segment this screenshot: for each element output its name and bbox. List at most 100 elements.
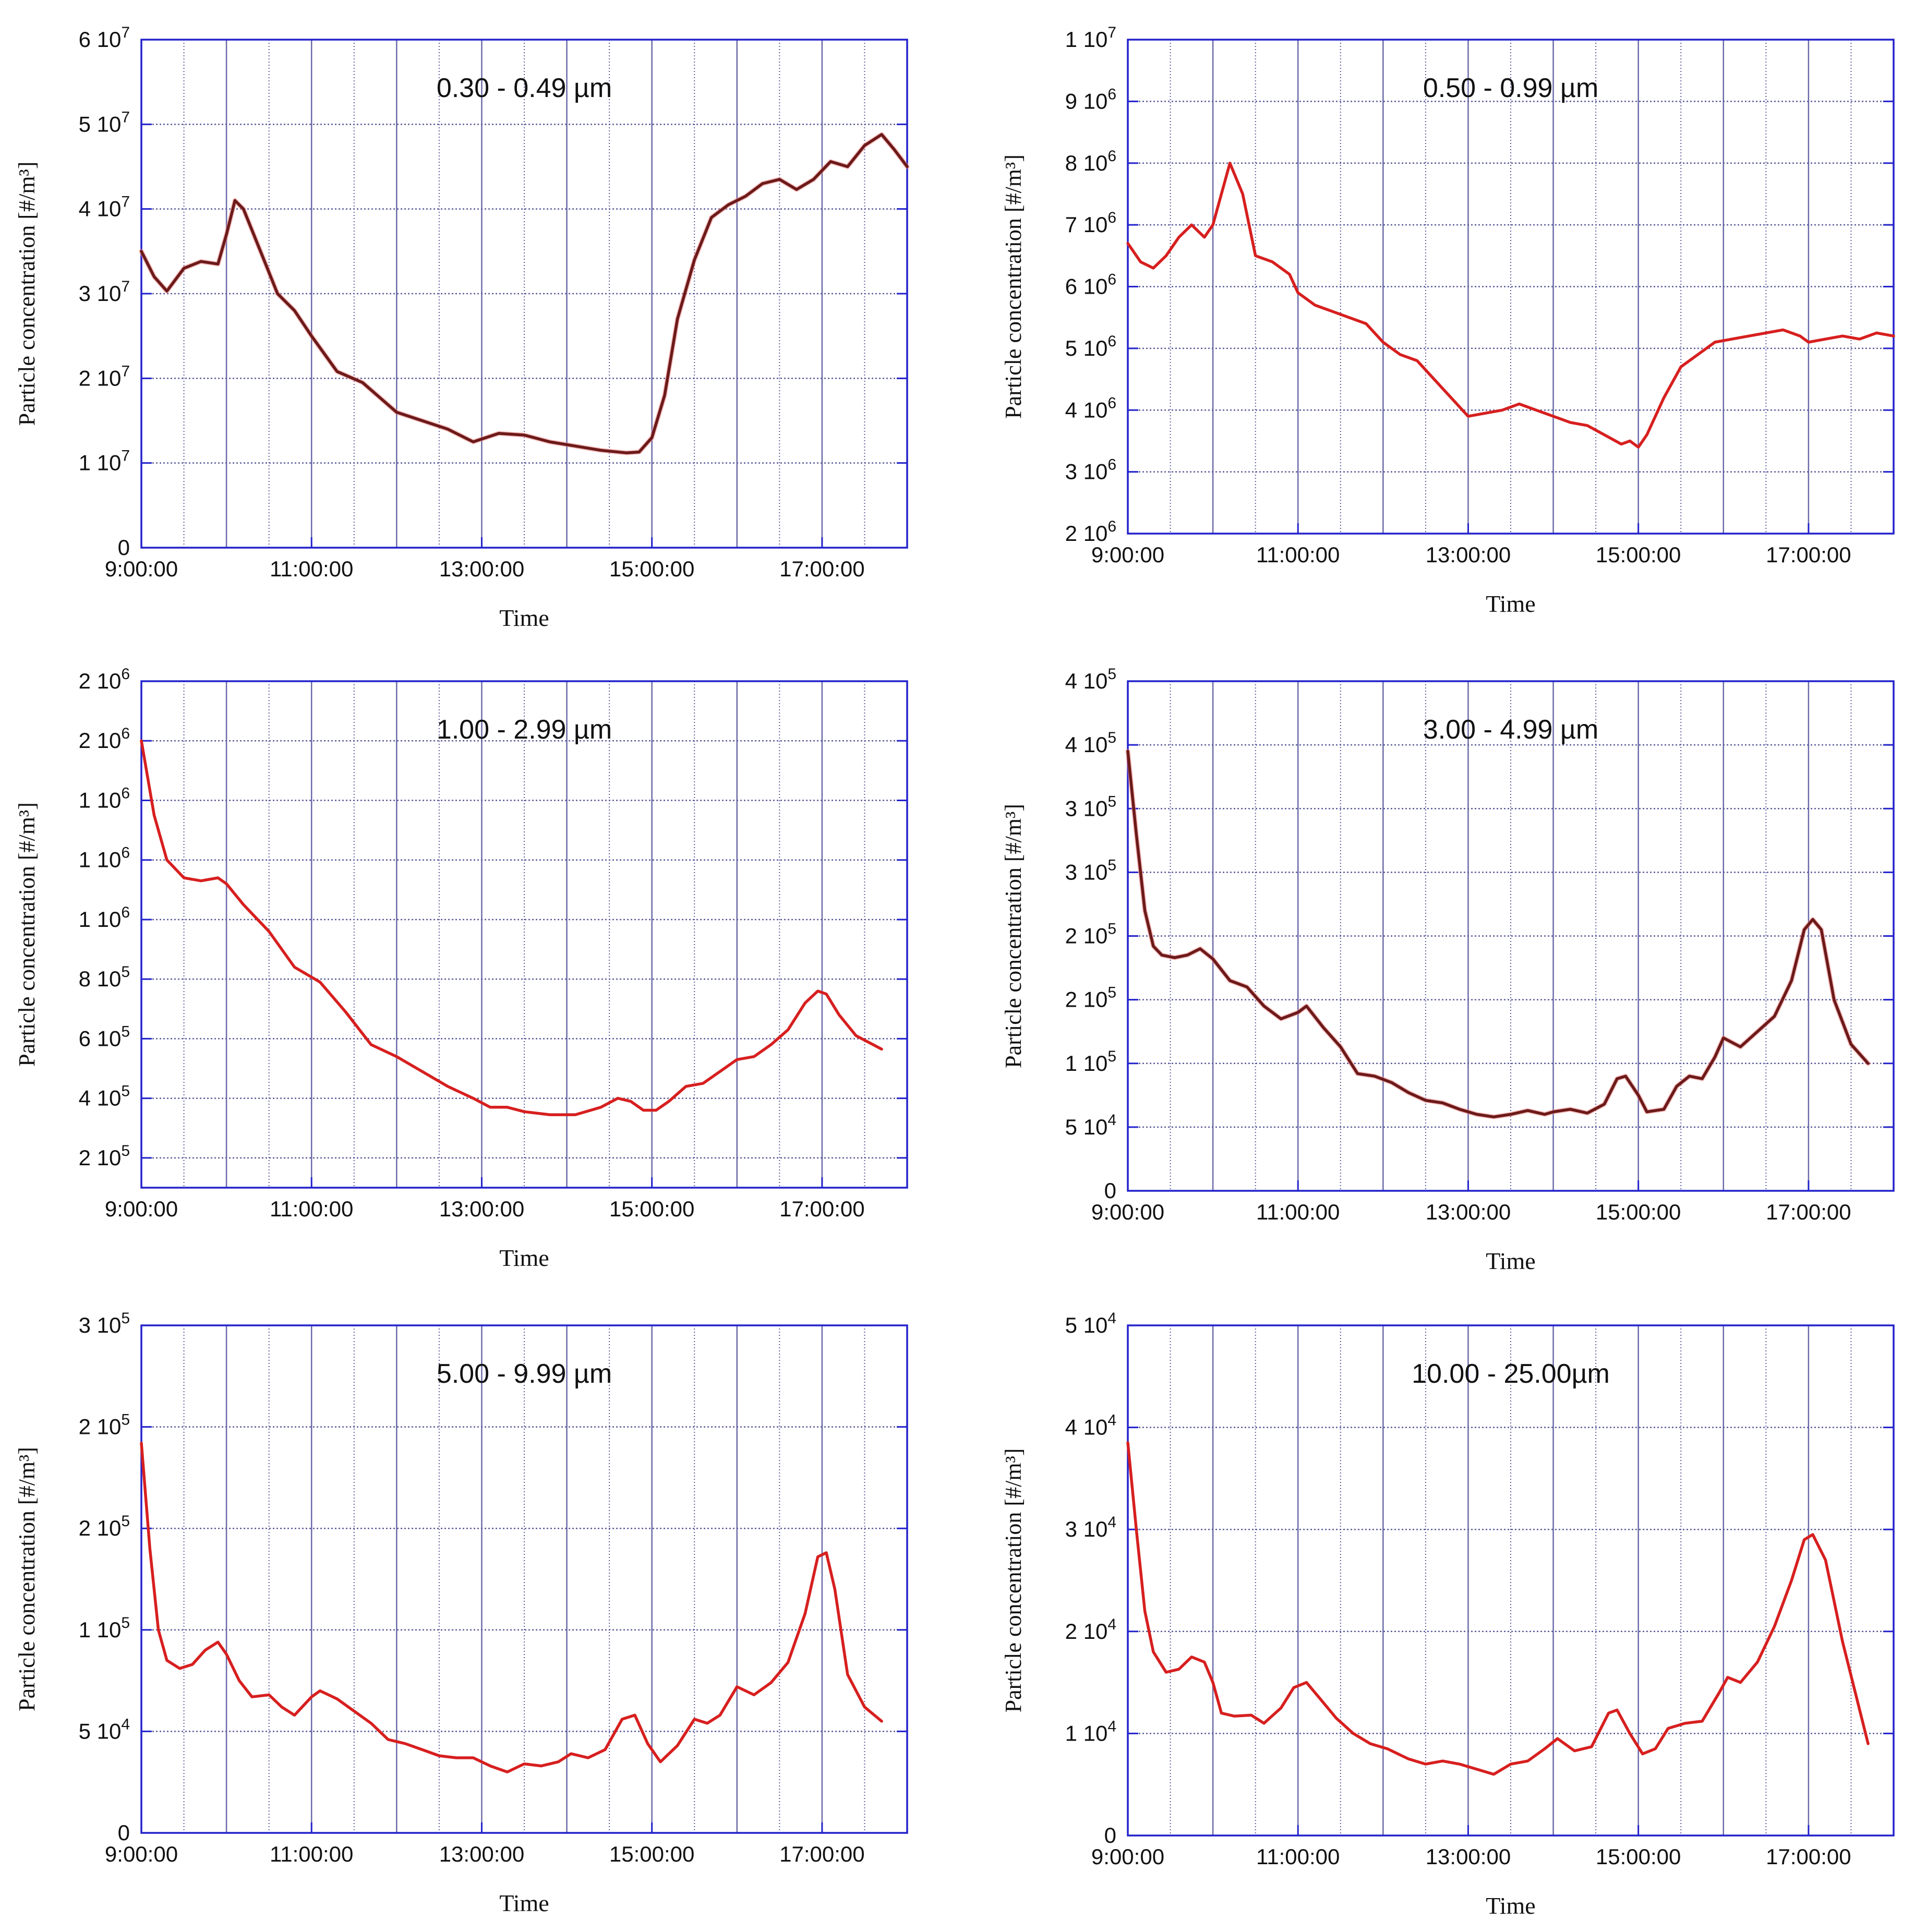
x-tick-label: 17:00:00 (779, 557, 865, 581)
series-halo (1125, 748, 1871, 1119)
y-tick-mantissa: 5 10 (1065, 336, 1108, 360)
y-tick-exponent: 4 (1107, 1412, 1116, 1429)
y-tick-label: 2 107 (79, 363, 130, 390)
y-tick-mantissa: 2 10 (79, 728, 122, 753)
y-tick-exponent: 7 (121, 448, 130, 465)
x-axis-label: Time (1486, 590, 1535, 617)
x-tick-label: 11:00:00 (1256, 1844, 1340, 1869)
y-tick-mantissa: 4 10 (1065, 669, 1108, 693)
y-tick-label: 4 107 (79, 194, 130, 221)
y-tick-label: 2 105 (79, 1513, 130, 1540)
y-tick-exponent: 6 (121, 784, 130, 802)
x-tick-label: 13:00:00 (439, 1842, 525, 1866)
x-tick-label: 9:00:00 (1091, 1200, 1164, 1224)
chart-title: 10.00 - 25.00µm (1412, 1359, 1610, 1389)
y-tick-exponent: 6 (1107, 518, 1116, 535)
y-tick-exponent: 7 (121, 24, 130, 41)
chart-title: 0.50 - 0.99 µm (1423, 73, 1598, 103)
y-tick-exponent: 6 (121, 725, 130, 742)
series-line (140, 1441, 883, 1773)
y-tick-label: 4 104 (1065, 1412, 1116, 1440)
y-tick-label: 2 105 (79, 1411, 130, 1439)
y-tick-exponent: 4 (1107, 1112, 1116, 1129)
y-tick-mantissa: 4 10 (1065, 1415, 1108, 1440)
y-tick-label: 4 105 (1065, 666, 1116, 693)
x-tick-label: 11:00:00 (270, 557, 353, 581)
x-axis-label: Time (499, 1245, 549, 1271)
y-tick-label: 1 107 (79, 448, 130, 475)
x-tick-label: 15:00:00 (609, 1197, 695, 1221)
y-tick-mantissa: 3 10 (1065, 460, 1108, 484)
y-tick-label: 5 107 (79, 108, 130, 136)
x-tick-label: 11:00:00 (1256, 1200, 1340, 1224)
y-tick-exponent: 6 (1107, 271, 1116, 288)
y-tick-mantissa: 3 10 (1065, 796, 1108, 820)
y-tick-mantissa: 1 10 (1065, 1051, 1108, 1076)
y-tick-label: 2 105 (1065, 921, 1116, 948)
y-tick-label: 3 105 (1065, 856, 1116, 884)
y-tick-mantissa: 8 10 (1065, 151, 1108, 175)
x-tick-label: 11:00:00 (270, 1197, 353, 1221)
y-tick-exponent: 6 (1107, 456, 1116, 474)
x-tick-label: 15:00:00 (609, 1842, 695, 1866)
y-tick-exponent: 4 (1107, 1616, 1116, 1633)
y-tick-mantissa: 6 10 (1065, 274, 1108, 299)
y-tick-mantissa: 2 10 (79, 669, 122, 693)
y-tick-exponent: 5 (1107, 856, 1116, 874)
y-tick-mantissa: 1 10 (1065, 1721, 1108, 1745)
plot-frame (140, 39, 908, 549)
series-line (140, 739, 883, 1116)
y-tick-mantissa: 2 10 (79, 1145, 122, 1170)
x-tick-label: 13:00:00 (439, 1197, 525, 1221)
y-tick-exponent: 5 (121, 963, 130, 981)
x-tick-label: 9:00:00 (105, 1842, 178, 1866)
x-tick-label: 9:00:00 (105, 1197, 178, 1221)
chart-title: 5.00 - 9.99 µm (437, 1359, 612, 1389)
y-tick-exponent: 4 (1107, 1514, 1116, 1531)
y-tick-label: 0 (1104, 1823, 1116, 1848)
y-tick-mantissa: 0 (1104, 1823, 1116, 1848)
y-tick-mantissa: 7 10 (1065, 212, 1108, 237)
y-tick-label: 3 106 (1065, 456, 1116, 484)
y-tick-label: 2 106 (79, 725, 130, 753)
y-tick-mantissa: 5 10 (79, 1719, 122, 1743)
x-tick-label: 9:00:00 (1091, 1844, 1164, 1869)
y-tick-label: 8 105 (79, 963, 130, 991)
y-tick-label: 2 105 (79, 1142, 130, 1170)
x-tick-label: 15:00:00 (1596, 1844, 1681, 1869)
x-tick-label: 17:00:00 (1766, 542, 1851, 567)
x-tick-label: 9:00:00 (1091, 542, 1164, 567)
x-tick-label: 11:00:00 (1256, 542, 1340, 567)
y-tick-exponent: 5 (121, 1411, 130, 1429)
x-tick-label: 17:00:00 (779, 1197, 865, 1221)
y-tick-exponent: 7 (121, 108, 130, 126)
series-line (1126, 162, 1895, 449)
y-tick-mantissa: 1 10 (79, 848, 122, 872)
x-tick-label: 17:00:00 (1766, 1844, 1851, 1869)
y-tick-mantissa: 2 10 (79, 1516, 122, 1540)
x-tick-label: 13:00:00 (1426, 542, 1511, 567)
y-tick-mantissa: 4 10 (1065, 397, 1108, 422)
y-axis-label: Particle concentration [#/m³] (1001, 804, 1026, 1068)
y-tick-exponent: 6 (121, 844, 130, 862)
y-tick-label: 2 106 (1065, 518, 1116, 546)
y-tick-exponent: 5 (1107, 793, 1116, 810)
y-tick-exponent: 7 (1107, 24, 1116, 41)
y-axis-label: Particle concentration [#/m³] (1001, 1448, 1026, 1713)
chart-title: 3.00 - 4.99 µm (1423, 715, 1598, 745)
y-axis-label: Particle concentration [#/m³] (14, 162, 40, 426)
y-tick-mantissa: 2 10 (1065, 924, 1108, 948)
y-tick-mantissa: 5 10 (1065, 1313, 1108, 1337)
series-line (140, 133, 909, 454)
y-tick-mantissa: 9 10 (1065, 89, 1108, 113)
y-tick-mantissa: 2 10 (79, 1415, 122, 1439)
x-tick-label: 9:00:00 (105, 557, 178, 581)
y-tick-exponent: 6 (121, 666, 130, 683)
y-tick-exponent: 5 (1107, 984, 1116, 1001)
